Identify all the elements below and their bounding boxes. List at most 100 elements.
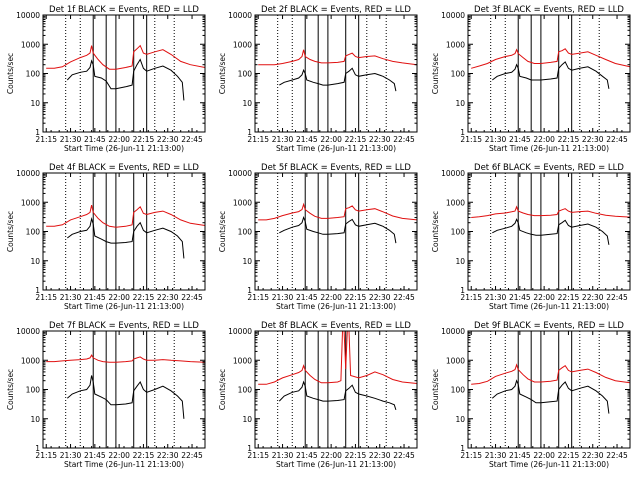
y-tick-label: 1 <box>460 286 465 295</box>
x-tick-label: 21:30 <box>485 135 507 144</box>
x-tick-label: 22:00 <box>320 135 342 144</box>
y-tick-label: 100 <box>238 386 253 395</box>
x-tick-label: 21:15 <box>35 451 57 460</box>
x-tick-label: 21:30 <box>272 293 294 302</box>
x-tick-label: 22:30 <box>582 451 604 460</box>
plot-frame <box>42 14 206 133</box>
y-axis-label: Counts/sec <box>218 369 227 410</box>
x-tick-label: 21:45 <box>509 451 531 460</box>
y-axis-label: Counts/sec <box>431 369 440 410</box>
panel-title: Det 9f BLACK = Events, RED = LLD <box>474 321 624 331</box>
x-tick-label: 21:30 <box>60 293 82 302</box>
y-tick-label: 100 <box>238 228 253 237</box>
y-tick-label: 100 <box>451 386 466 395</box>
panel-title: Det 2f BLACK = Events, RED = LLD <box>261 5 411 15</box>
y-tick-label: 100 <box>451 70 466 79</box>
plot-frame <box>467 330 631 449</box>
x-tick-label: 22:00 <box>108 135 130 144</box>
x-tick-label: 21:15 <box>35 293 57 302</box>
y-tick-label: 10 <box>242 257 252 266</box>
y-tick-label: 1000 <box>446 356 465 365</box>
panel-title: Det 1f BLACK = Events, RED = LLD <box>49 5 199 15</box>
x-tick-label: 22:45 <box>393 135 415 144</box>
x-tick-label: 22:15 <box>558 293 580 302</box>
y-tick-label: 10 <box>242 99 252 108</box>
chart-panel: Det 6f BLACK = Events, RED = LLD 1 10 100 10… <box>431 163 631 311</box>
y-tick-label: 10000 <box>16 327 40 336</box>
x-tick-label: 22:15 <box>133 293 155 302</box>
y-tick-label: 1 <box>35 128 40 137</box>
y-tick-label: 10000 <box>441 11 465 20</box>
x-tick-label: 22:30 <box>369 293 391 302</box>
y-tick-label: 10000 <box>228 169 252 178</box>
x-tick-label: 22:30 <box>157 293 179 302</box>
x-axis-label: Start Time (26-Jun-11 21:13:00) <box>64 460 184 469</box>
x-tick-label: 22:45 <box>181 293 203 302</box>
lld-series-line <box>46 204 206 228</box>
x-tick-label: 22:30 <box>369 135 391 144</box>
x-tick-label: 22:00 <box>108 451 130 460</box>
y-tick-label: 10 <box>30 415 40 424</box>
y-tick-label: 10000 <box>228 11 252 20</box>
chart-panel: Det 1f BLACK = Events, RED = LLD 1 10 100 10… <box>6 5 206 153</box>
x-tick-label: 21:45 <box>509 293 531 302</box>
x-tick-label: 22:30 <box>157 135 179 144</box>
y-tick-label: 1 <box>247 444 252 453</box>
x-tick-label: 22:15 <box>345 135 367 144</box>
x-tick-label: 22:15 <box>133 135 155 144</box>
y-tick-label: 10000 <box>16 11 40 20</box>
panel-title: Det 5f BLACK = Events, RED = LLD <box>261 163 411 173</box>
x-tick-label: 22:15 <box>345 451 367 460</box>
plot-frame <box>42 172 206 291</box>
y-tick-label: 1000 <box>21 356 40 365</box>
x-tick-label: 21:45 <box>296 135 318 144</box>
y-tick-label: 1 <box>35 444 40 453</box>
y-axis-label: Counts/sec <box>431 53 440 94</box>
x-tick-label: 22:15 <box>558 135 580 144</box>
x-tick-label: 22:30 <box>582 293 604 302</box>
y-tick-label: 10000 <box>441 327 465 336</box>
x-tick-label: 21:30 <box>272 135 294 144</box>
y-tick-label: 10 <box>455 99 465 108</box>
x-axis-label: Start Time (26-Jun-11 21:13:00) <box>489 144 609 153</box>
x-axis-label: Start Time (26-Jun-11 21:13:00) <box>64 302 184 311</box>
y-tick-label: 100 <box>238 70 253 79</box>
x-tick-label: 21:30 <box>272 451 294 460</box>
plot-frame <box>467 172 631 291</box>
plot-frame <box>254 330 418 449</box>
events-series-line <box>279 67 397 92</box>
y-tick-label: 1000 <box>21 40 40 49</box>
x-tick-label: 21:30 <box>485 451 507 460</box>
x-tick-label: 22:45 <box>181 451 203 460</box>
chart-panel: Det 3f BLACK = Events, RED = LLD 1 10 100 10… <box>431 5 631 153</box>
y-tick-label: 10000 <box>16 169 40 178</box>
y-axis-label: Counts/sec <box>6 369 15 410</box>
x-tick-label: 21:45 <box>296 293 318 302</box>
x-tick-label: 22:45 <box>393 293 415 302</box>
events-series-line <box>491 61 610 89</box>
y-tick-label: 100 <box>26 386 41 395</box>
lld-series-line <box>46 44 206 70</box>
x-tick-label: 21:30 <box>60 451 82 460</box>
x-tick-label: 22:30 <box>582 135 604 144</box>
events-series-line <box>492 218 610 245</box>
x-tick-label: 22:30 <box>157 451 179 460</box>
panel-title: Det 4f BLACK = Events, RED = LLD <box>49 163 199 173</box>
x-tick-label: 21:15 <box>247 135 269 144</box>
y-tick-label: 1000 <box>233 198 252 207</box>
x-tick-label: 22:45 <box>181 135 203 144</box>
plot-frame <box>254 14 418 133</box>
x-tick-label: 21:15 <box>247 451 269 460</box>
x-tick-label: 22:45 <box>606 451 628 460</box>
x-tick-label: 21:15 <box>247 293 269 302</box>
y-tick-label: 10000 <box>228 327 252 336</box>
x-axis-label: Start Time (26-Jun-11 21:13:00) <box>276 460 396 469</box>
y-axis-label: Counts/sec <box>6 53 15 94</box>
y-tick-label: 100 <box>26 70 41 79</box>
x-tick-label: 22:45 <box>393 451 415 460</box>
x-tick-label: 21:15 <box>460 135 482 144</box>
chart-panel: Det 8f BLACK = Events, RED = LLD 1 10 100 10… <box>218 321 418 469</box>
events-series-line <box>491 379 610 414</box>
panel-title: Det 6f BLACK = Events, RED = LLD <box>474 163 624 173</box>
x-tick-label: 21:15 <box>460 451 482 460</box>
